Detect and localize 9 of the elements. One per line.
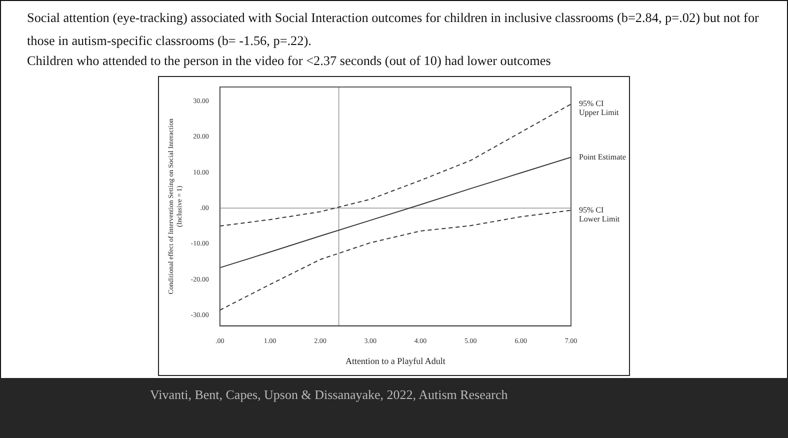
series-label: 95% CI Upper Limit <box>579 99 620 118</box>
text: Vivanti, Bent, Capes, Upson & Dissanayake, 2022, Autism Research <box>150 387 508 403</box>
line-series <box>220 104 571 227</box>
series-label: Point Estimate <box>579 152 626 162</box>
chart-title: Social attention (eye-tracking) associated with Social Interaction outcomes for children in inclusive classrooms (b=2.84, p=.02) but not for those in autism-specific classrooms (b= -1.56, p=.22). <box>27 9 760 50</box>
chart-subtitle: Children who attended to the person in the video for <2.37 seconds (out of 10) had lower outcomes <box>27 52 552 70</box>
x-axis-title: Attention to a Playful Adult <box>345 356 446 366</box>
series-label: 95% CI Lower Limit <box>579 205 620 224</box>
line-series <box>220 210 571 311</box>
